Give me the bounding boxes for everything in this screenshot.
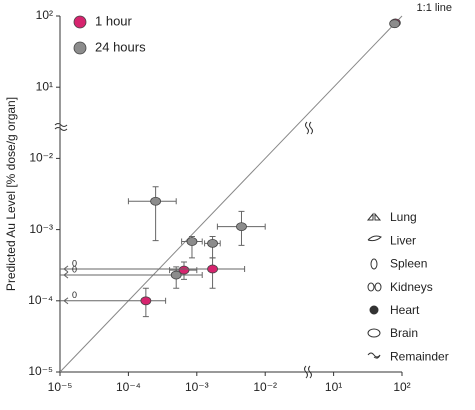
point [207,264,218,274]
y-error-bar [152,186,159,242]
x-tick-label: 10¹ [325,380,342,394]
point [236,222,247,232]
y-tick-label: 10⁻⁵ [28,364,53,378]
y-tick-label: 10⁻² [29,151,53,165]
y-tick-label: 10⁻³ [29,222,53,236]
point [178,265,190,275]
x-tick-label: 10⁻² [253,380,277,394]
axis-breaks [54,121,313,379]
point [207,238,218,248]
identity-line-label: 1:1 line [417,2,452,14]
identity-line [59,15,403,373]
point [170,270,182,280]
y-axis-title: Predicted Au Level [% dose/g organ] [4,97,18,291]
organ-legend-label: Kidneys [390,280,433,294]
organ-legend-label: Remainder [390,349,449,363]
x-tick-label: 10⁻⁴ [116,380,141,394]
legend-marker [73,41,87,55]
organ-legend-label: Liver [390,233,416,247]
organ-icons [366,212,382,359]
organ-legend-label: Spleen [390,257,427,271]
organ-legend-label: Heart [390,303,420,317]
x-tick-label: 10⁻³ [185,380,209,394]
zero-bound-label: 0 [72,264,77,274]
point [140,296,152,306]
y-tick-label: 10¹ [36,79,53,93]
y-tick-label: 10⁻⁴ [28,293,53,307]
point [150,196,162,206]
point [389,19,401,29]
x-tick-label: 10² [393,380,410,394]
zero-bound-label: 0 [72,290,77,300]
zero-bound-label: 0 [72,258,77,268]
organ-legend-label: Lung [390,210,417,224]
legend-marker [73,15,87,29]
legend-label: 24 hours [95,39,146,54]
organ-legend-label: Brain [390,326,418,340]
point [186,237,198,246]
x-tick-label: 10⁻⁵ [48,380,73,394]
legend-label: 1 hour [95,13,133,28]
y-tick-label: 10² [36,8,53,22]
